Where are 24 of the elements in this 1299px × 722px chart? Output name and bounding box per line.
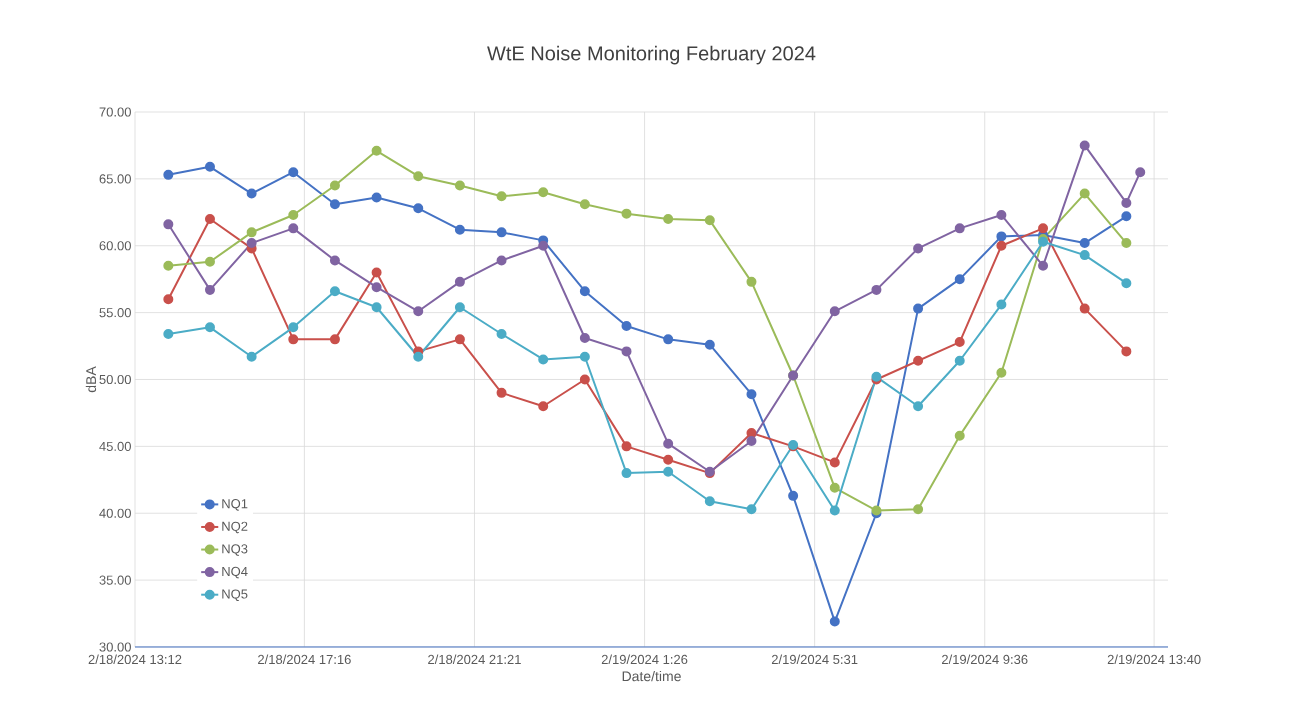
x-axis-title: Date/time (622, 670, 681, 682)
x-tick-label: 2/18/2024 21:21 (428, 654, 521, 665)
y-tick-label: 50.00 (99, 374, 131, 385)
y-tick-label: 65.00 (99, 174, 131, 184)
legend-label: NQ5 (222, 589, 248, 601)
y-tick-label: 55.00 (99, 308, 131, 318)
y-tick-label: 60.00 (99, 241, 131, 251)
x-tick-label: 2/19/2024 13:40 (1107, 654, 1201, 665)
x-tick-label: 2/18/2024 13:12 (88, 654, 182, 665)
legend-label: NQ3 (222, 544, 248, 556)
legend-label: NQ1 (222, 499, 248, 511)
y-tick-label: 35.00 (99, 575, 131, 585)
y-axis-title: dBA (85, 366, 97, 393)
legend-label: NQ4 (222, 566, 248, 579)
x-tick-label: 2/19/2024 1:26 (601, 654, 688, 665)
y-tick-label: 30.00 (99, 642, 131, 652)
y-tick-label: 40.00 (99, 508, 131, 518)
x-tick-label: 2/18/2024 17:16 (258, 654, 351, 665)
x-tick-label: 2/19/2024 5:31 (771, 654, 858, 665)
chart-title: WtE Noise Monitoring February 2024 (487, 45, 816, 65)
legend-label: NQ2 (222, 521, 248, 534)
x-tick-label: 2/19/2024 9:36 (942, 654, 1028, 665)
y-tick-label: 45.00 (99, 441, 131, 451)
y-tick-label: 70.00 (99, 107, 131, 117)
